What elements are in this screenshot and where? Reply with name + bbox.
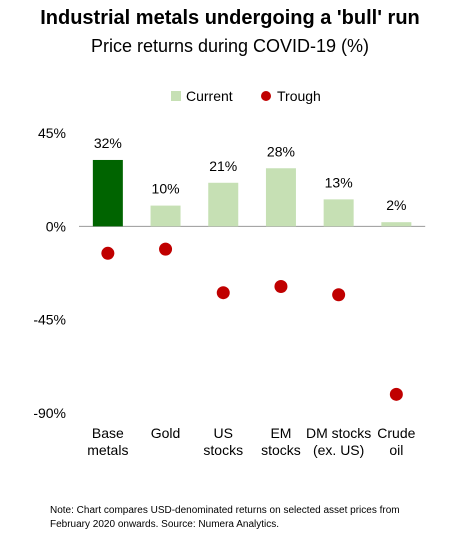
x-category-label: DM stocks: [306, 425, 371, 441]
x-category-label: Base: [92, 425, 124, 441]
chart-title: Industrial metals undergoing a 'bull' ru…: [40, 7, 420, 29]
y-tick-label: 45%: [38, 125, 66, 141]
x-category-label: stocks: [261, 442, 301, 458]
bar: [381, 222, 412, 227]
trough-dot: [159, 242, 173, 256]
bar: [323, 199, 354, 227]
bar-data-label: 21%: [209, 158, 237, 174]
bar-data-label: 13%: [325, 174, 353, 190]
chart-subtitle: Price returns during COVID-19 (%): [91, 36, 369, 56]
y-tick-label: -90%: [33, 405, 66, 421]
bar-data-label: 10%: [152, 181, 180, 197]
bar: [208, 182, 239, 227]
legend-swatch-current: [171, 91, 181, 101]
footnote: Note: Chart compares USD-denominated ret…: [50, 505, 400, 530]
x-category-label: US: [214, 425, 233, 441]
y-tick-label: 0%: [46, 218, 66, 234]
dot-series-trough: [101, 242, 403, 401]
bar-data-label: 28%: [267, 143, 295, 159]
trough-dot: [389, 387, 403, 401]
bar: [265, 168, 296, 227]
bar: [92, 159, 123, 227]
legend: Current Trough: [171, 88, 321, 104]
x-category-label: oil: [389, 442, 403, 458]
bar-data-label: 2%: [386, 197, 406, 213]
legend-label-current: Current: [186, 88, 233, 104]
bar-data-labels: 32% 10% 21% 28% 13% 2%: [94, 135, 407, 213]
x-category-label: EM: [270, 425, 291, 441]
bar-series-current: [92, 159, 412, 227]
y-axis: 45% 0% -45% -90%: [33, 125, 66, 421]
legend-label-trough: Trough: [277, 88, 321, 104]
bar-data-label: 32%: [94, 135, 122, 151]
legend-swatch-trough: [261, 91, 271, 101]
trough-dot: [332, 288, 346, 302]
trough-dot: [101, 246, 115, 260]
y-tick-label: -45%: [33, 312, 66, 328]
trough-dot: [274, 279, 288, 293]
x-category-label: Crude: [377, 425, 415, 441]
x-category-label: Gold: [151, 425, 181, 441]
bar: [150, 205, 181, 227]
trough-dot: [216, 286, 230, 300]
x-category-label: stocks: [203, 442, 243, 458]
x-category-label: metals: [87, 442, 128, 458]
x-category-label: (ex. US): [313, 442, 364, 458]
